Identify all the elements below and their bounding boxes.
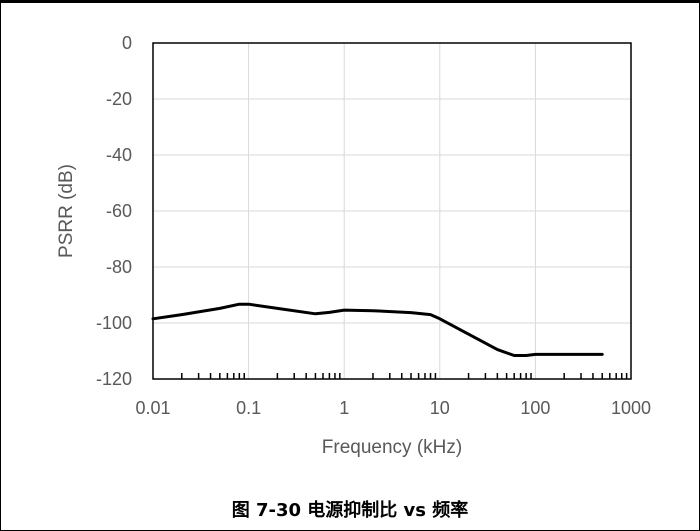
y-tick-label: -80: [106, 257, 132, 277]
top-border: [0, 0, 700, 3]
x-tick-label: 1000: [611, 398, 651, 418]
minor-ticks: [181, 373, 628, 379]
x-tick-label: 100: [520, 398, 550, 418]
x-tick-labels: 0.01 0.1 1 10 100 1000: [135, 398, 651, 418]
grid: [152, 42, 632, 380]
plot-area-border: [152, 42, 632, 380]
y-tick-label: -100: [96, 313, 132, 333]
y-tick-label: 0: [122, 33, 132, 53]
y-tick-labels: 0 -20 -40 -60 -80 -100 -120: [96, 33, 132, 389]
x-tick-label: 0.01: [135, 398, 170, 418]
y-tick-label: -120: [96, 369, 132, 389]
psrr-series-line: [151, 302, 604, 357]
figure-caption: 图 7-30 电源抑制比 vs 频率: [231, 500, 469, 521]
x-axis-title: Frequency (kHz): [322, 437, 462, 458]
y-tick-label: -20: [106, 89, 132, 109]
x-tick-label: 10: [430, 398, 450, 418]
x-tick-label: 0.1: [236, 398, 261, 418]
y-tick-label: -40: [106, 145, 132, 165]
y-tick-label: -60: [106, 201, 132, 221]
x-tick-label: 1: [339, 398, 349, 418]
y-axis-title: PSRR (dB): [56, 164, 77, 258]
